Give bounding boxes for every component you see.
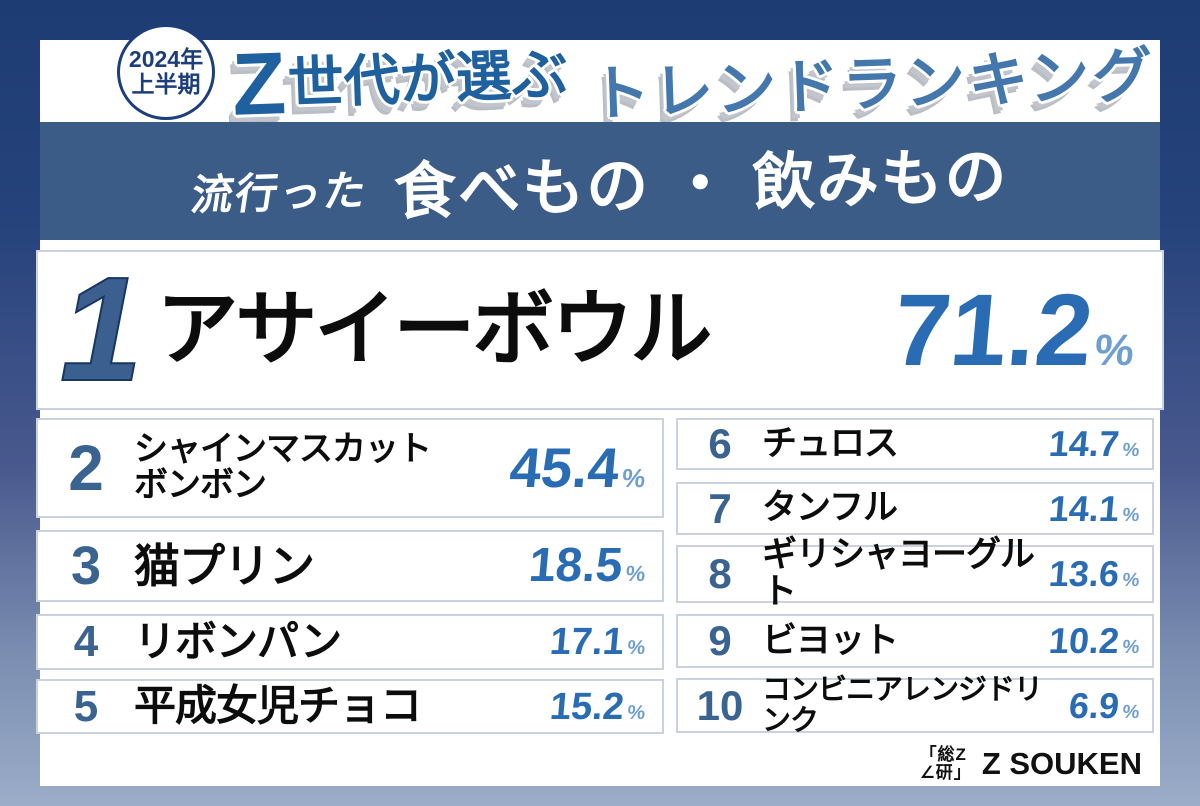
item-name: ビヨット [762, 620, 899, 660]
percent-sign: % [1121, 637, 1141, 658]
percent-sign: % [626, 637, 647, 659]
percent-value: 71.2 [889, 273, 1098, 387]
period-badge: 2024年 上半期 [117, 24, 215, 120]
page-title-left: Z世代が選ぶ [230, 22, 569, 136]
rank-number: 1 [59, 247, 143, 412]
item-percentage: 10.2% [1047, 620, 1153, 661]
item-name: ギリシャヨーグルト [762, 535, 1035, 611]
item-percentage: 45.4% [507, 436, 664, 499]
rank-row-5: 5 平成女児チョコ 15.2% [36, 679, 664, 734]
zsouken-logo-icon: 「総Z ∠研」 [920, 746, 972, 782]
rank-row-8: 8 ギリシャヨーグルト 13.6% [676, 536, 1154, 610]
rank-row-3: 3 猫プリン 18.5% [36, 530, 664, 602]
item-percentage: 17.1% [548, 621, 664, 663]
percent-value: 14.1 [1047, 487, 1121, 529]
percent-sign: % [620, 463, 647, 493]
rank-row-2: 2 シャインマスカット ボンボン 45.4% [36, 418, 664, 518]
rank-row-9: 9 ビヨット 10.2% [676, 614, 1154, 668]
rank-number: 8 [708, 550, 732, 597]
item-percentage: 71.2% [889, 273, 1167, 387]
percent-value: 14.7 [1047, 423, 1121, 464]
rank-number: 10 [696, 681, 744, 729]
brand-footer: 「総Z ∠研」 Z SOUKEN [920, 746, 1142, 782]
logo-mark-line2: ∠研」 [919, 763, 972, 782]
item-percentage: 14.1% [1047, 487, 1153, 529]
rank-number: 6 [708, 420, 732, 467]
percent-sign: % [1121, 701, 1141, 723]
item-name: 猫プリン [134, 539, 315, 592]
percent-value: 18.5 [526, 539, 625, 592]
item-percentage: 18.5% [526, 539, 664, 592]
rank-number: 2 [68, 432, 104, 504]
item-name: シャインマスカット ボンボン [134, 430, 432, 504]
title-z: Z [230, 32, 290, 134]
rank-number: 7 [708, 484, 732, 532]
rank-row-4: 4 リボンパン 17.1% [36, 614, 664, 670]
rank-row-7: 7 タンフル 14.1% [676, 482, 1154, 535]
title-part1: 世代が選ぶ [286, 42, 569, 115]
item-name: リボンパン [134, 617, 342, 665]
logo-mark-line1: 「総Z [919, 745, 967, 765]
percent-value: 10.2 [1047, 620, 1121, 661]
percent-value: 13.6 [1047, 553, 1121, 594]
percent-sign: % [1121, 570, 1141, 591]
rank-number: 9 [708, 617, 732, 664]
item-percentage: 13.6% [1047, 553, 1153, 594]
item-name-line2: ボンボン [134, 466, 267, 504]
item-name: タンフル [762, 488, 898, 528]
percent-sign: % [624, 561, 647, 586]
rank-row-10: 10 コンビニアレンジドリンク 6.9% [676, 674, 1154, 737]
item-name: アサイーボウル [156, 283, 712, 375]
page-title-right: トレンドランキング [589, 41, 1157, 128]
percent-sign: % [1121, 504, 1141, 526]
rank-row-6: 6 チュロス 14.7% [676, 418, 1154, 470]
percent-value: 15.2 [548, 685, 627, 728]
rank-number: 4 [73, 617, 99, 666]
content-card: Z世代が選ぶ トレンドランキング 流行った 食べもの ・ 飲みもの 1 アサイー… [36, 33, 1164, 786]
category-main: 食べもの ・ 飲みもの [393, 142, 1010, 228]
rank-number: 5 [73, 681, 99, 731]
category-banner-text: 流行った 食べもの ・ 飲みもの [188, 125, 1010, 236]
item-percentage: 14.7% [1047, 423, 1153, 464]
rank-row-1: 1 アサイーボウル 71.2% [36, 250, 1164, 410]
item-percentage: 15.2% [548, 685, 664, 728]
percent-value: 6.9 [1067, 684, 1121, 726]
percent-sign: % [1092, 326, 1137, 375]
percent-value: 17.1 [548, 621, 627, 663]
item-name-line1: シャインマスカット [134, 430, 432, 469]
brand-name: Z SOUKEN [981, 746, 1142, 781]
item-name: 平成女児チョコ [134, 682, 422, 730]
category-banner: 流行った 食べもの ・ 飲みもの [40, 122, 1160, 240]
item-name: コンビニアレンジドリンク [762, 674, 1043, 737]
period-badge-year: 2024年 [128, 45, 204, 72]
item-percentage: 6.9% [1067, 684, 1153, 726]
category-prefix: 流行った [187, 166, 371, 219]
item-name: チュロス [762, 423, 899, 463]
rank-number: 3 [70, 536, 102, 596]
percent-sign: % [1121, 440, 1141, 461]
percent-sign: % [626, 701, 647, 724]
percent-value: 45.4 [507, 436, 622, 499]
period-badge-half: 上半期 [131, 71, 201, 97]
